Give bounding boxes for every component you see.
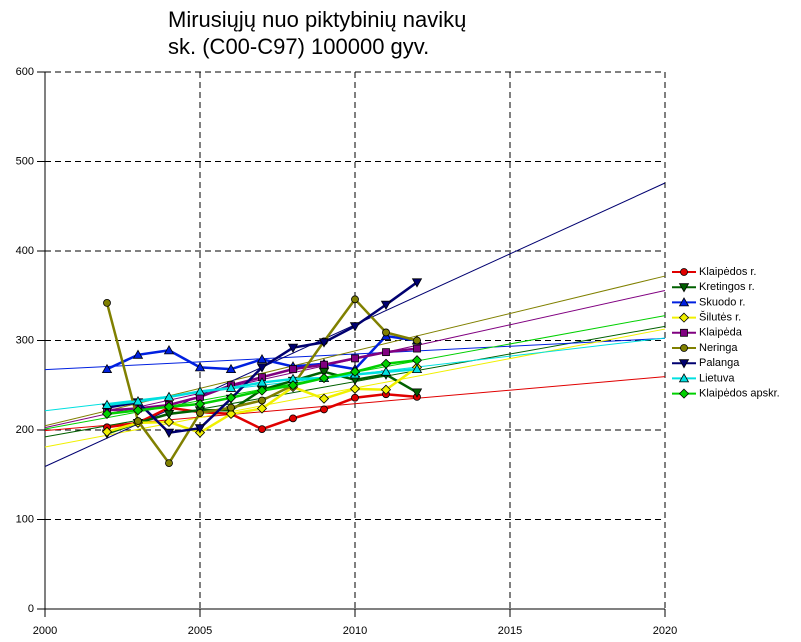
marker — [225, 392, 237, 403]
marker — [163, 401, 175, 412]
marker — [411, 388, 423, 398]
x-tick-label: 2020 — [653, 625, 677, 637]
marker — [225, 408, 237, 419]
marker — [678, 373, 690, 383]
marker — [349, 366, 361, 377]
marker — [101, 363, 113, 374]
marker — [256, 353, 268, 364]
marker — [318, 393, 330, 404]
y-tick-label: 600 — [16, 66, 34, 78]
marker — [163, 416, 175, 428]
marker — [349, 383, 361, 394]
y-tick-label: 400 — [16, 245, 34, 257]
chart-title: Mirusiųjų nuo piktybinių navikų — [168, 7, 466, 32]
marker — [194, 424, 206, 434]
marker — [289, 365, 297, 374]
marker — [380, 384, 392, 395]
marker — [225, 363, 237, 374]
marker — [163, 345, 175, 355]
marker — [165, 459, 173, 468]
y-tick-label: 500 — [16, 155, 34, 167]
marker — [194, 362, 206, 372]
series — [101, 355, 423, 419]
marker — [103, 299, 111, 307]
marker — [678, 312, 690, 323]
x-tick-label: 2000 — [33, 625, 57, 637]
legend-label: Palanga — [699, 357, 740, 369]
marker — [258, 396, 266, 405]
marker — [287, 380, 299, 391]
marker — [225, 382, 237, 392]
legend-label: Klaipėdos apskr. — [699, 388, 780, 400]
y-tick-label: 100 — [16, 513, 34, 525]
x-tick-label: 2010 — [343, 625, 367, 637]
marker — [101, 426, 113, 437]
legend-label: Kretingos r. — [699, 281, 755, 293]
marker — [194, 386, 206, 396]
legend-label: Klaipėdos r. — [699, 266, 756, 278]
marker — [411, 355, 423, 366]
series — [101, 363, 423, 409]
marker — [320, 360, 328, 369]
marker — [411, 363, 423, 374]
marker — [132, 349, 144, 359]
marker — [194, 398, 206, 410]
marker — [318, 338, 330, 348]
marker — [680, 268, 688, 276]
x-tick-label: 2005 — [188, 625, 212, 637]
series — [101, 278, 423, 439]
marker — [382, 328, 390, 337]
marker — [256, 385, 268, 396]
marker — [680, 344, 688, 352]
marker — [256, 403, 268, 414]
legend-label: Klaipėda — [699, 327, 743, 339]
marker — [413, 336, 421, 345]
marker — [351, 393, 359, 402]
marker — [382, 348, 390, 357]
marker — [132, 405, 144, 416]
marker — [101, 408, 113, 419]
x-tick-label: 2015 — [498, 625, 522, 637]
marker — [678, 297, 690, 307]
marker — [380, 358, 392, 369]
marker — [351, 354, 359, 363]
marker — [101, 399, 113, 409]
marker — [351, 295, 359, 304]
marker — [413, 344, 421, 353]
marker — [320, 405, 328, 414]
marker — [134, 417, 142, 425]
legend-label: Šilutės r. — [699, 311, 741, 324]
legend-label: Lietuva — [699, 372, 735, 384]
marker — [163, 428, 175, 439]
marker — [349, 322, 361, 332]
marker — [318, 373, 330, 384]
marker — [289, 414, 297, 423]
marker — [196, 409, 204, 417]
marker — [680, 328, 688, 337]
legend-label: Skuodo r. — [699, 296, 745, 308]
marker — [132, 396, 144, 406]
marker — [380, 366, 392, 376]
marker — [163, 391, 175, 401]
y-tick-label: 0 — [28, 603, 34, 615]
marker — [256, 363, 268, 373]
legend-label: Neringa — [699, 342, 738, 354]
marker — [258, 425, 266, 434]
chart-title: sk. (C00-C97) 100000 gyv. — [168, 34, 429, 59]
marker — [678, 359, 690, 369]
y-tick-label: 200 — [16, 424, 34, 436]
series — [101, 362, 423, 438]
marker — [380, 300, 392, 311]
marker — [411, 278, 423, 288]
marker — [678, 388, 690, 399]
marker — [287, 343, 299, 353]
trend-line — [44, 337, 666, 371]
marker — [227, 403, 235, 412]
y-tick-label: 300 — [16, 334, 34, 346]
marker — [678, 283, 690, 293]
